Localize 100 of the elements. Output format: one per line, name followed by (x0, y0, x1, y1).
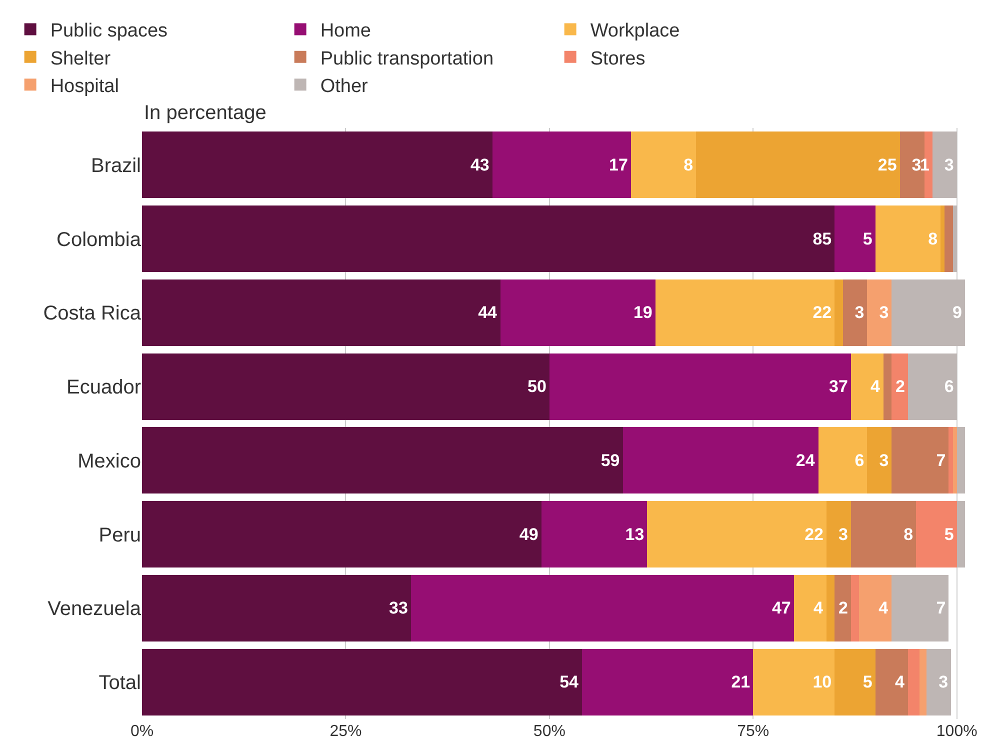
legend-label: Public spaces (50, 20, 168, 42)
chart-subtitle: In percentage (144, 102, 266, 124)
bar (541, 501, 648, 568)
bar (834, 648, 876, 716)
data-label: 3 (879, 303, 889, 322)
bar (948, 427, 953, 494)
y-tick-label: Total (98, 672, 141, 694)
data-label: 24 (796, 450, 816, 470)
bar (952, 427, 957, 494)
bar (142, 279, 501, 346)
bar (926, 648, 952, 716)
bar (647, 501, 826, 568)
bar (834, 279, 843, 346)
data-label: 50 (528, 377, 546, 396)
bar (655, 279, 835, 346)
data-label: 49 (519, 524, 538, 544)
y-tick-label: Ecuador (66, 376, 142, 399)
bar (622, 427, 818, 494)
bar (818, 427, 868, 494)
bar (410, 574, 794, 642)
x-tick-label: 0% (130, 723, 154, 740)
data-label: 3 (912, 155, 922, 174)
bar (919, 648, 927, 716)
bar (826, 574, 835, 642)
legend-label: Workplace (590, 20, 680, 42)
bar (850, 501, 916, 568)
y-tick-label: Venezuela (48, 598, 142, 620)
bar (142, 353, 550, 420)
data-label: 21 (731, 672, 750, 692)
legend-label: Public transportation (320, 48, 494, 70)
x-tick-label: 75% (737, 723, 770, 740)
data-label: 5 (862, 229, 872, 248)
data-label: 37 (829, 377, 848, 396)
bar (859, 574, 892, 642)
data-label: 85 (812, 229, 832, 248)
bar (630, 132, 696, 198)
bar (932, 132, 957, 198)
data-label: 22 (804, 524, 824, 544)
bar (826, 501, 851, 568)
data-label: 10 (812, 672, 832, 692)
bar (500, 279, 656, 346)
data-label: 54 (560, 672, 580, 692)
data-label: 7 (936, 450, 946, 470)
bar (834, 574, 851, 642)
data-label: 6 (944, 377, 954, 396)
data-label: 3 (854, 303, 864, 322)
data-label: 4 (894, 672, 905, 692)
bar (142, 501, 542, 568)
data-label: 17 (608, 155, 628, 174)
bar (142, 574, 411, 642)
data-label: 8 (684, 155, 694, 174)
bar (875, 648, 908, 716)
legend-label: Other (320, 76, 369, 98)
data-label: 22 (812, 303, 832, 322)
legend-label: Shelter (50, 48, 112, 70)
bar (753, 648, 835, 716)
legend-label: Stores (590, 48, 646, 70)
bar (867, 427, 892, 494)
data-label: 3 (879, 450, 889, 470)
y-tick-label: Costa Rica (43, 302, 142, 325)
y-tick-label: Peru (98, 524, 141, 546)
bar (884, 353, 892, 420)
y-tick-label: Brazil (90, 154, 141, 177)
data-label: 43 (470, 155, 490, 174)
data-label: 4 (813, 598, 824, 618)
bar (142, 206, 835, 272)
data-label: 19 (633, 303, 652, 322)
data-label: 1 (920, 155, 930, 174)
bar (908, 353, 957, 420)
y-tick-label: Colombia (56, 228, 142, 251)
bar (549, 353, 851, 420)
bar (834, 206, 876, 272)
bar (892, 279, 965, 346)
x-tick-label: 100% (936, 723, 978, 740)
bar (956, 427, 965, 494)
y-tick-label: Mexico (78, 450, 141, 472)
bar (142, 132, 492, 198)
bar (850, 353, 884, 420)
bar (940, 206, 945, 272)
data-label: 3 (938, 672, 948, 692)
data-label: 6 (854, 450, 864, 470)
bar (892, 427, 949, 494)
data-label: 8 (928, 229, 938, 248)
bar (875, 206, 941, 272)
x-tick-label: 25% (330, 723, 362, 740)
bar (142, 648, 582, 716)
data-label: 7 (936, 598, 946, 618)
data-label: 2 (895, 377, 905, 396)
legend-label: Hospital (50, 76, 119, 98)
bar (492, 132, 631, 198)
bar (908, 648, 920, 716)
data-label: 25 (878, 155, 897, 174)
data-label: 9 (952, 303, 962, 322)
bar (952, 206, 957, 272)
bar (582, 648, 754, 716)
data-label: 4 (878, 598, 889, 618)
bar (892, 574, 949, 642)
data-label: 8 (904, 524, 914, 544)
data-label: 3 (944, 155, 954, 174)
data-label: 44 (478, 303, 498, 322)
